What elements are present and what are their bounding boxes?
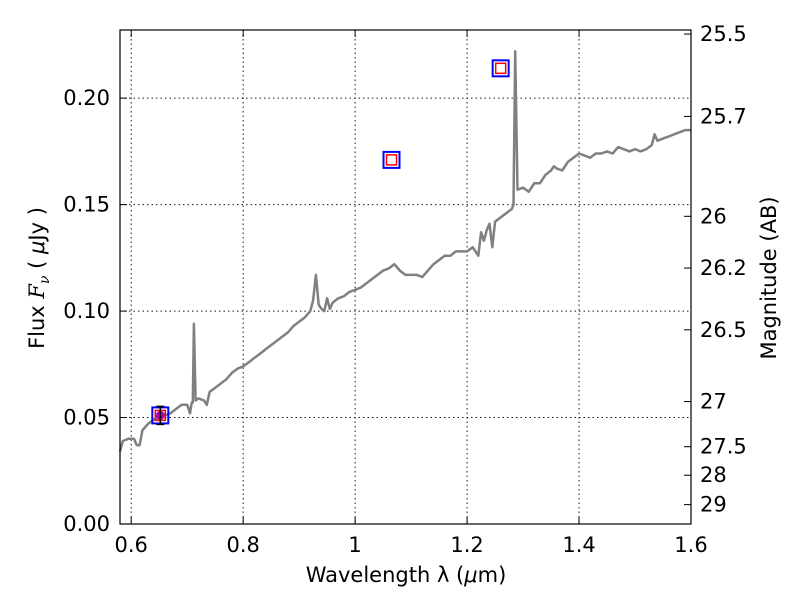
y-tick-label: 0.05 xyxy=(63,406,110,430)
y2-tick-label: 29 xyxy=(700,493,727,517)
photometry-markers xyxy=(151,59,510,426)
spectrum-line xyxy=(118,50,691,452)
tick-labels: 0.6 0.8 1 1.2 1.4 1.6 0.00 0.05 0.10 0.15 0.20 25.5… xyxy=(63,22,747,557)
x-tick-label: 1.2 xyxy=(450,533,483,557)
x-tick-label: 0.6 xyxy=(114,533,147,557)
x-tick-label: 1.4 xyxy=(562,533,595,557)
y-tick-label: 0.00 xyxy=(63,512,110,536)
photometry-inner-square xyxy=(385,154,398,166)
x-axis-title: Wavelength λ (μm) xyxy=(306,563,507,587)
y2-tick-label: 28 xyxy=(700,463,727,487)
y-tick-label: 0.20 xyxy=(63,86,110,110)
y2-axis-title: Magnitude (AB) xyxy=(757,196,781,359)
plot-frame xyxy=(119,29,692,525)
ticks xyxy=(120,30,692,525)
x-tick-label: 1.6 xyxy=(674,533,707,557)
y-axis-title: Flux Fν ( μJy ) xyxy=(25,207,53,349)
y2-tick-label: 27.5 xyxy=(700,435,747,459)
y2-tick-label: 26.2 xyxy=(700,256,747,280)
y2-tick-label: 25.5 xyxy=(700,22,747,46)
y2-tick-label: 27 xyxy=(700,390,727,414)
y-tick-label: 0.15 xyxy=(63,193,110,217)
grid xyxy=(120,30,692,525)
y-tick-label: 0.10 xyxy=(63,299,110,323)
photometry-inner-square xyxy=(494,62,507,75)
y2-tick-label: 26.5 xyxy=(700,318,747,342)
y2-tick-label: 25.7 xyxy=(700,104,747,128)
photometry-outer-square xyxy=(491,59,510,78)
x-tick-label: 0.8 xyxy=(226,533,259,557)
y2-tick-label: 26 xyxy=(700,204,727,228)
x-tick-label: 1 xyxy=(348,533,361,557)
photometry-outer-square xyxy=(382,150,401,169)
